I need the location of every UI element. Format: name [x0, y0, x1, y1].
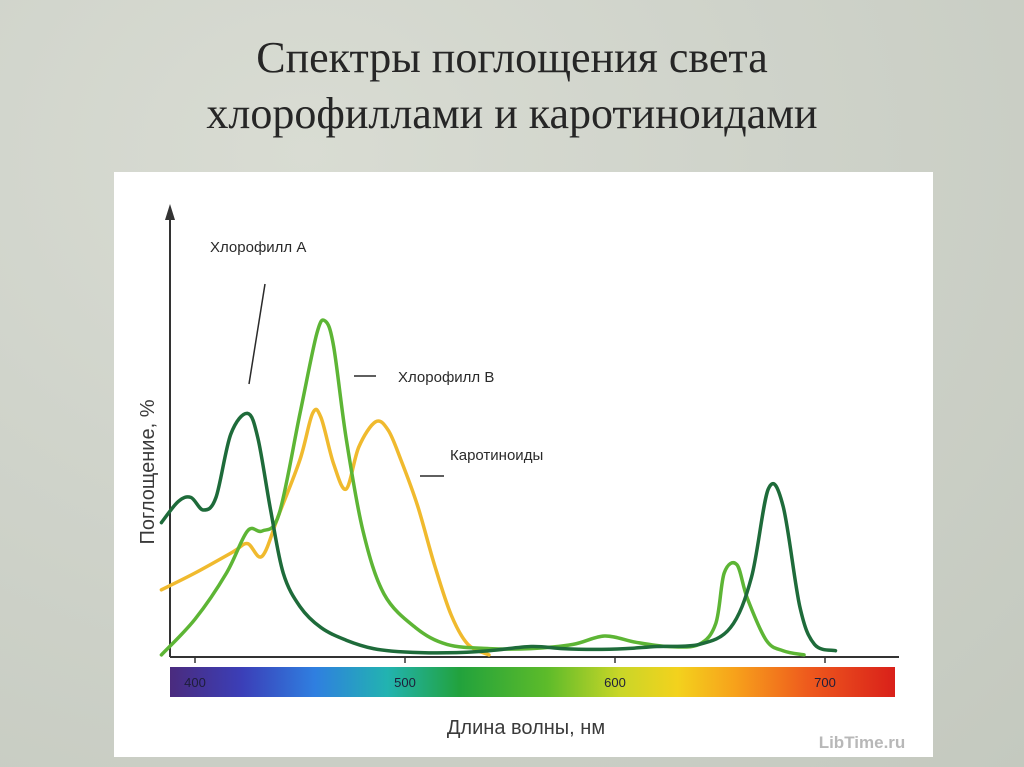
- series-group: [159, 318, 838, 657]
- x-tick-label-400: 400: [184, 675, 206, 690]
- label-chl-a: Хлорофилл А: [210, 239, 306, 256]
- x-tick-label-500: 500: [394, 675, 416, 690]
- absorption-chart: 400 500 600 700 Хлорофилл А Хлорофилл В Кар…: [137, 204, 906, 752]
- x-tick-label-600: 600: [604, 675, 626, 690]
- label-carotenoids: Каротиноиды: [450, 447, 543, 464]
- series-chlorophyll-b: [159, 318, 806, 657]
- spectrum-bar: [170, 667, 895, 697]
- watermark: LibTime.ru: [819, 733, 906, 752]
- series-chlorophyll-a: [159, 411, 838, 655]
- x-tick-marks: [194, 657, 826, 663]
- x-tick-labels: 400 500 600 700: [184, 675, 836, 690]
- x-tick-label-700: 700: [814, 675, 836, 690]
- slide-title-line2: хлорофиллами и каротиноидами: [206, 89, 818, 138]
- y-axis-title: Поглощение, %: [137, 399, 159, 544]
- series-carotenoids: [159, 407, 491, 657]
- x-axis-title: Длина волны, нм: [447, 717, 605, 739]
- slide-title-line1: Спектры поглощения света: [256, 33, 768, 82]
- chart-panel: 400 500 600 700 Хлорофилл А Хлорофилл В Кар…: [114, 172, 933, 757]
- y-axis-arrow-icon: [165, 204, 175, 220]
- slide-title: Спектры поглощения света хлорофиллами и …: [0, 30, 1024, 142]
- label-chl-b: Хлорофилл В: [398, 369, 494, 386]
- leader-chl-a: [248, 283, 266, 385]
